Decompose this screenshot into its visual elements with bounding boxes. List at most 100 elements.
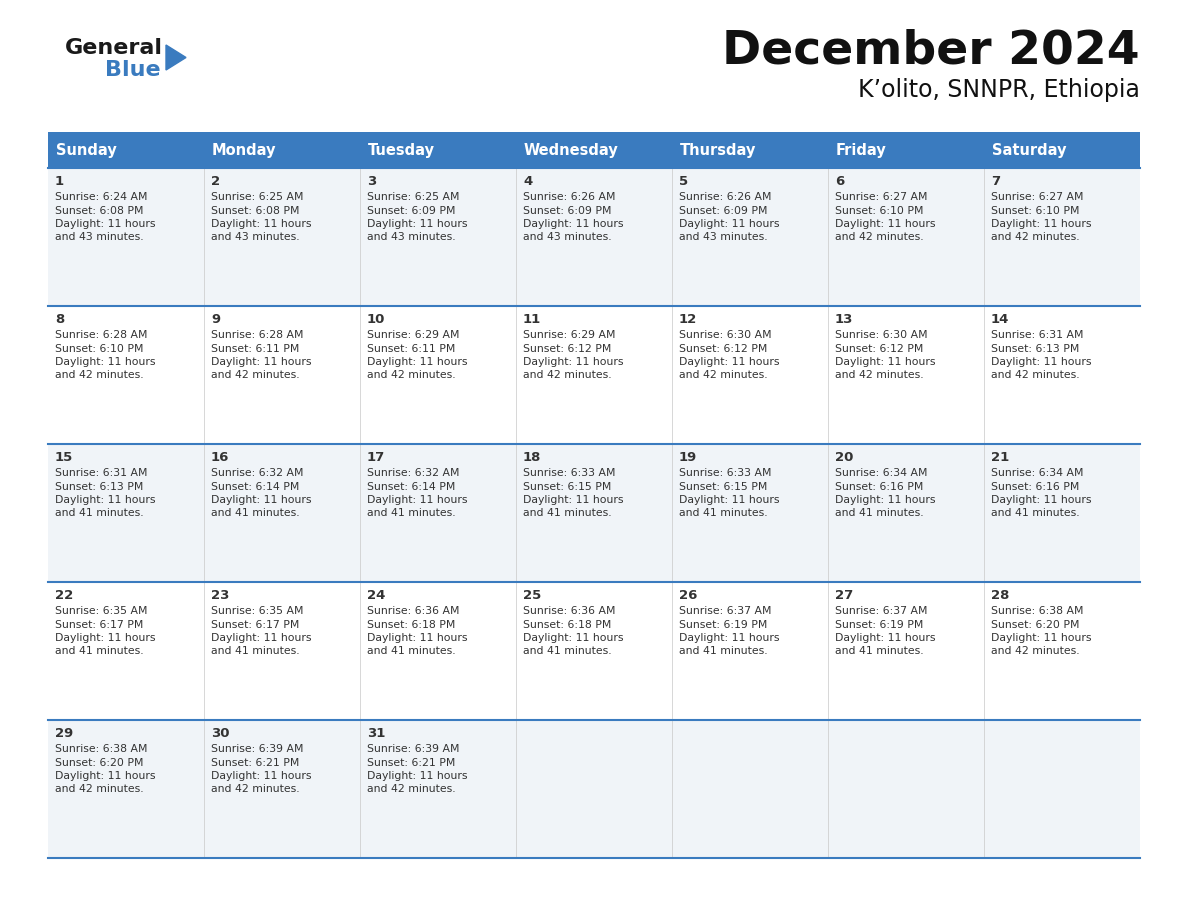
Text: 22: 22	[55, 589, 74, 602]
Text: Sunrise: 6:34 AM: Sunrise: 6:34 AM	[991, 468, 1083, 478]
Text: and 41 minutes.: and 41 minutes.	[835, 646, 923, 656]
Text: 5: 5	[680, 175, 688, 188]
Bar	[48, 444, 1140, 582]
Text: 6: 6	[835, 175, 845, 188]
Text: 27: 27	[835, 589, 853, 602]
Text: 30: 30	[211, 727, 229, 740]
Text: Sunset: 6:11 PM: Sunset: 6:11 PM	[367, 343, 455, 353]
Text: Sunset: 6:20 PM: Sunset: 6:20 PM	[55, 757, 144, 767]
Text: Sunset: 6:09 PM: Sunset: 6:09 PM	[680, 206, 767, 216]
Text: Sunset: 6:13 PM: Sunset: 6:13 PM	[55, 482, 144, 491]
Text: Daylight: 11 hours: Daylight: 11 hours	[523, 633, 624, 643]
Text: Sunset: 6:10 PM: Sunset: 6:10 PM	[991, 206, 1080, 216]
Text: Daylight: 11 hours: Daylight: 11 hours	[211, 357, 311, 367]
Text: 29: 29	[55, 727, 74, 740]
Text: Sunset: 6:08 PM: Sunset: 6:08 PM	[55, 206, 144, 216]
Text: Daylight: 11 hours: Daylight: 11 hours	[211, 495, 311, 505]
Text: Sunrise: 6:26 AM: Sunrise: 6:26 AM	[680, 192, 771, 202]
Text: Sunrise: 6:35 AM: Sunrise: 6:35 AM	[211, 606, 303, 616]
Text: Sunrise: 6:35 AM: Sunrise: 6:35 AM	[55, 606, 147, 616]
Text: and 41 minutes.: and 41 minutes.	[523, 646, 612, 656]
Text: Sunrise: 6:28 AM: Sunrise: 6:28 AM	[55, 330, 147, 340]
Text: Daylight: 11 hours: Daylight: 11 hours	[680, 219, 779, 229]
Text: 28: 28	[991, 589, 1010, 602]
Text: Sunrise: 6:34 AM: Sunrise: 6:34 AM	[835, 468, 928, 478]
Text: Sunrise: 6:25 AM: Sunrise: 6:25 AM	[211, 192, 303, 202]
Text: 17: 17	[367, 451, 385, 464]
Text: Daylight: 11 hours: Daylight: 11 hours	[55, 771, 156, 781]
Text: 14: 14	[991, 313, 1010, 326]
Text: Sunrise: 6:36 AM: Sunrise: 6:36 AM	[523, 606, 615, 616]
Text: 11: 11	[523, 313, 542, 326]
Text: 13: 13	[835, 313, 853, 326]
Text: 8: 8	[55, 313, 64, 326]
Text: Daylight: 11 hours: Daylight: 11 hours	[55, 219, 156, 229]
Text: and 41 minutes.: and 41 minutes.	[680, 646, 767, 656]
Text: Daylight: 11 hours: Daylight: 11 hours	[680, 633, 779, 643]
Bar	[48, 720, 1140, 858]
Text: 16: 16	[211, 451, 229, 464]
Text: 9: 9	[211, 313, 220, 326]
Bar	[48, 306, 1140, 444]
Text: Daylight: 11 hours: Daylight: 11 hours	[367, 771, 468, 781]
Text: 20: 20	[835, 451, 853, 464]
Text: 1: 1	[55, 175, 64, 188]
Text: Sunrise: 6:37 AM: Sunrise: 6:37 AM	[835, 606, 928, 616]
Text: and 43 minutes.: and 43 minutes.	[680, 232, 767, 242]
Text: Sunset: 6:16 PM: Sunset: 6:16 PM	[991, 482, 1080, 491]
Polygon shape	[166, 45, 187, 70]
Text: Sunrise: 6:32 AM: Sunrise: 6:32 AM	[367, 468, 460, 478]
Text: Sunset: 6:18 PM: Sunset: 6:18 PM	[367, 620, 455, 630]
Text: Tuesday: Tuesday	[368, 142, 435, 158]
Bar	[48, 132, 1140, 168]
Text: Monday: Monday	[211, 142, 277, 158]
Text: and 41 minutes.: and 41 minutes.	[211, 646, 299, 656]
Text: Daylight: 11 hours: Daylight: 11 hours	[211, 771, 311, 781]
Text: Daylight: 11 hours: Daylight: 11 hours	[211, 633, 311, 643]
Text: and 42 minutes.: and 42 minutes.	[991, 232, 1080, 242]
Text: Sunrise: 6:27 AM: Sunrise: 6:27 AM	[835, 192, 928, 202]
Text: Sunrise: 6:30 AM: Sunrise: 6:30 AM	[835, 330, 928, 340]
Text: and 43 minutes.: and 43 minutes.	[367, 232, 456, 242]
Text: December 2024: December 2024	[722, 28, 1140, 73]
Text: and 43 minutes.: and 43 minutes.	[211, 232, 299, 242]
Text: and 42 minutes.: and 42 minutes.	[211, 785, 299, 794]
Text: and 42 minutes.: and 42 minutes.	[680, 371, 767, 380]
Text: Sunrise: 6:27 AM: Sunrise: 6:27 AM	[991, 192, 1083, 202]
Text: Daylight: 11 hours: Daylight: 11 hours	[55, 495, 156, 505]
Text: Daylight: 11 hours: Daylight: 11 hours	[835, 357, 935, 367]
Text: Sunrise: 6:38 AM: Sunrise: 6:38 AM	[991, 606, 1083, 616]
Text: Daylight: 11 hours: Daylight: 11 hours	[835, 495, 935, 505]
Text: K’olito, SNNPR, Ethiopia: K’olito, SNNPR, Ethiopia	[858, 78, 1140, 102]
Text: and 42 minutes.: and 42 minutes.	[523, 371, 612, 380]
Text: Sunset: 6:11 PM: Sunset: 6:11 PM	[211, 343, 299, 353]
Text: Sunset: 6:10 PM: Sunset: 6:10 PM	[55, 343, 144, 353]
Text: Sunset: 6:17 PM: Sunset: 6:17 PM	[55, 620, 144, 630]
Text: Sunrise: 6:39 AM: Sunrise: 6:39 AM	[211, 744, 303, 754]
Text: Blue: Blue	[105, 60, 160, 80]
Text: Sunrise: 6:31 AM: Sunrise: 6:31 AM	[55, 468, 147, 478]
Text: and 41 minutes.: and 41 minutes.	[55, 646, 144, 656]
Text: and 41 minutes.: and 41 minutes.	[991, 509, 1080, 519]
Text: Sunrise: 6:36 AM: Sunrise: 6:36 AM	[367, 606, 460, 616]
Text: and 42 minutes.: and 42 minutes.	[991, 646, 1080, 656]
Text: 23: 23	[211, 589, 229, 602]
Text: Daylight: 11 hours: Daylight: 11 hours	[367, 219, 468, 229]
Text: 24: 24	[367, 589, 385, 602]
Text: Daylight: 11 hours: Daylight: 11 hours	[367, 495, 468, 505]
Text: Daylight: 11 hours: Daylight: 11 hours	[55, 357, 156, 367]
Text: and 43 minutes.: and 43 minutes.	[55, 232, 144, 242]
Text: Daylight: 11 hours: Daylight: 11 hours	[367, 357, 468, 367]
Text: and 41 minutes.: and 41 minutes.	[211, 509, 299, 519]
Text: Sunset: 6:21 PM: Sunset: 6:21 PM	[367, 757, 455, 767]
Text: Sunset: 6:13 PM: Sunset: 6:13 PM	[991, 343, 1080, 353]
Text: Sunset: 6:14 PM: Sunset: 6:14 PM	[367, 482, 455, 491]
Text: Daylight: 11 hours: Daylight: 11 hours	[991, 495, 1092, 505]
Text: Sunset: 6:12 PM: Sunset: 6:12 PM	[523, 343, 612, 353]
Text: Sunset: 6:14 PM: Sunset: 6:14 PM	[211, 482, 299, 491]
Text: 25: 25	[523, 589, 542, 602]
Text: and 42 minutes.: and 42 minutes.	[367, 785, 456, 794]
Text: and 41 minutes.: and 41 minutes.	[367, 509, 456, 519]
Text: Sunset: 6:20 PM: Sunset: 6:20 PM	[991, 620, 1080, 630]
Text: and 41 minutes.: and 41 minutes.	[523, 509, 612, 519]
